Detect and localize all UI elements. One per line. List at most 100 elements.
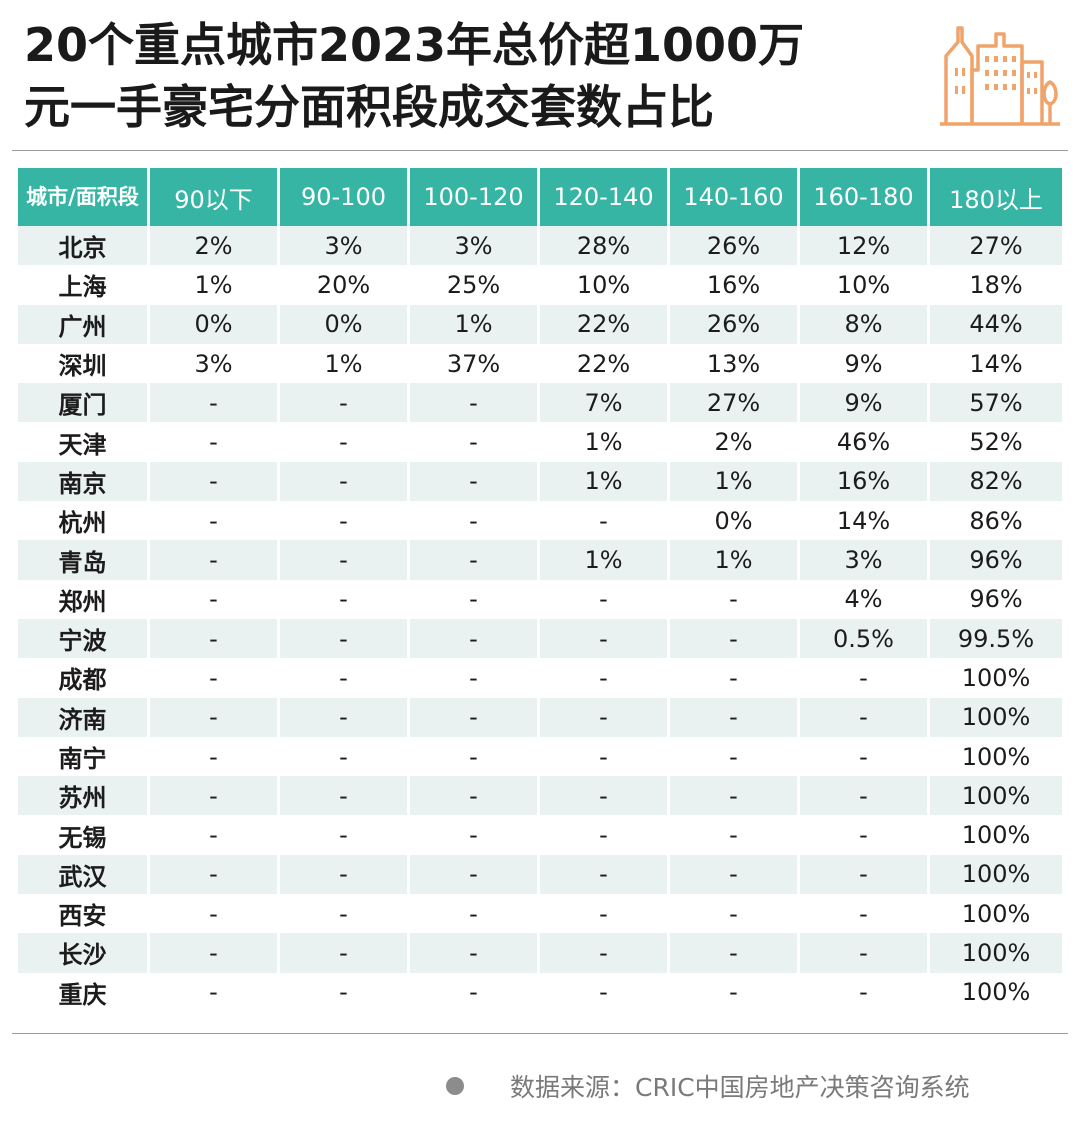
value-cell: 0% <box>280 304 410 344</box>
value-cell: - <box>410 894 540 934</box>
value-cell: - <box>670 815 800 855</box>
value-cell: - <box>150 501 280 541</box>
value-cell: 28% <box>540 226 670 266</box>
table-row: 宁波 - - - - -0.5% 99.5% <box>18 618 1062 659</box>
value-cell: 100% <box>961 899 1031 928</box>
table-row: 西安 - - - - - -100% <box>18 894 1062 934</box>
city-cell: 青岛 <box>18 540 150 580</box>
value-cell: 25% <box>410 265 540 305</box>
value-cell: 2% <box>670 422 800 462</box>
city-buildings-icon <box>940 26 1060 126</box>
title-line-2: 元一手豪宅分面积段成交套数占比 <box>24 80 714 134</box>
value-cell: - <box>800 933 930 973</box>
value-cell: - <box>280 383 410 423</box>
value-cell: - <box>280 501 410 541</box>
table-row: 北京 2% 3% 3% 28% 26% 12% 27% <box>18 226 1062 266</box>
value-cell: - <box>670 776 800 816</box>
value-cell: 96% <box>930 540 1062 580</box>
source-note: 数据来源：CRIC中国房地产决策咨询系统 <box>446 1068 970 1104</box>
value-cell: 9% <box>800 383 930 423</box>
city-cell: 北京 <box>18 226 150 266</box>
value-cell: - <box>150 815 280 855</box>
table-header-row: 城市/面积段 90以下 90-100 100-120 120-140 140-160 160… <box>18 168 1062 226</box>
table-row: 天津 - - -1% 2% 46% 52% <box>18 422 1062 462</box>
value-cell: - <box>410 736 540 777</box>
header-cell-area: 140-160 <box>670 168 800 226</box>
value-cell: 100% <box>930 697 1062 737</box>
value-cell: - <box>150 658 280 698</box>
value-cell: 100% <box>961 663 1031 692</box>
value-cell: - <box>150 540 280 580</box>
header-cell-area: 180以上 <box>930 168 1062 226</box>
table-row: 杭州 - - - -0% 14% 86% <box>18 501 1062 541</box>
value-cell: 14% <box>969 349 1023 378</box>
value-cell: 57% <box>930 383 1062 423</box>
value-cell: - <box>150 579 280 619</box>
value-cell: - <box>670 894 800 934</box>
table-row: 郑州 - - - - -4% 96% <box>18 579 1062 619</box>
value-cell: - <box>410 776 540 816</box>
value-cell: 3% <box>410 226 540 266</box>
value-cell: 3% <box>150 343 280 384</box>
value-cell: - <box>150 618 280 659</box>
data-table: 城市/面积段 90以下 90-100 100-120 120-140 140-160 160… <box>18 168 1062 1012</box>
table-row: 广州 0% 0% 1% 22% 26% 8% 44% <box>18 304 1062 344</box>
value-cell: 22% <box>540 304 670 344</box>
value-cell: - <box>280 776 410 816</box>
value-cell: - <box>150 736 280 777</box>
table-row: 深圳 3% 1% 37% 22% 13% 9% 14% <box>18 343 1062 384</box>
value-cell: 4% <box>800 579 930 619</box>
chart-title: 20个重点城市2023年总价超1000万 元一手豪宅分面积段成交套数占比 <box>24 14 904 138</box>
table-row: 武汉 - - - - - -100% <box>18 854 1062 895</box>
value-cell: - <box>410 501 540 541</box>
value-cell: - <box>280 933 410 973</box>
value-cell: 37% <box>410 343 540 384</box>
table-row: 重庆 - - - - - -100% <box>18 972 1062 1012</box>
title-line-1: 20个重点城市2023年总价超1000万 <box>24 18 805 72</box>
value-cell: 7% <box>540 383 670 423</box>
title-divider <box>12 150 1068 151</box>
value-cell: - <box>150 383 280 423</box>
value-cell: 22% <box>540 343 670 384</box>
value-cell: - <box>670 854 800 895</box>
value-cell: 100% <box>961 742 1031 771</box>
value-cell: - <box>280 736 410 777</box>
value-cell: 0% <box>670 501 800 541</box>
city-cell: 西安 <box>18 894 150 934</box>
value-cell: - <box>800 972 930 1012</box>
value-cell: 52% <box>969 428 1023 457</box>
value-cell: - <box>280 854 410 895</box>
value-cell: 100% <box>961 978 1031 1007</box>
value-cell: - <box>280 422 410 462</box>
value-cell: - <box>540 579 670 619</box>
value-cell: 27% <box>930 226 1062 266</box>
value-cell: - <box>540 658 670 698</box>
city-cell: 杭州 <box>18 501 150 541</box>
value-cell: - <box>410 854 540 895</box>
value-cell: - <box>280 579 410 619</box>
city-cell: 南宁 <box>18 736 150 777</box>
value-cell: - <box>540 972 670 1012</box>
value-cell: 0% <box>150 304 280 344</box>
value-cell: 96% <box>969 585 1023 614</box>
value-cell: 12% <box>800 226 930 266</box>
value-cell: - <box>540 815 670 855</box>
value-cell: - <box>800 854 930 895</box>
value-cell: 1% <box>410 304 540 344</box>
value-cell: - <box>280 697 410 737</box>
value-cell: - <box>800 815 930 855</box>
city-cell: 厦门 <box>18 383 150 423</box>
value-cell: 0.5% <box>800 618 930 659</box>
value-cell: - <box>280 658 410 698</box>
value-cell: 1% <box>670 540 800 580</box>
value-cell: - <box>540 618 670 659</box>
value-cell: 44% <box>930 304 1062 344</box>
city-cell: 天津 <box>18 422 150 462</box>
city-cell: 无锡 <box>18 815 150 855</box>
value-cell: - <box>670 933 800 973</box>
value-cell: 86% <box>969 506 1023 535</box>
city-cell: 郑州 <box>18 579 150 619</box>
value-cell: - <box>150 461 280 502</box>
value-cell: - <box>800 776 930 816</box>
value-cell: 8% <box>800 304 930 344</box>
